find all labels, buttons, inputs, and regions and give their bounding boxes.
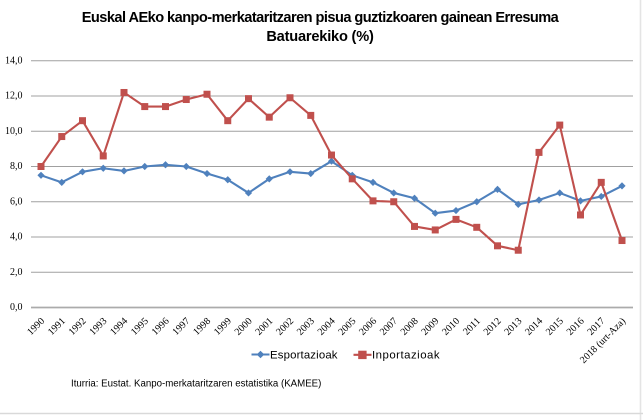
svg-text:Esportazioak: Esportazioak <box>270 349 338 361</box>
svg-text:1991: 1991 <box>46 316 68 338</box>
svg-text:1996: 1996 <box>150 316 172 338</box>
svg-text:2001: 2001 <box>253 316 275 338</box>
svg-text:14,0: 14,0 <box>5 55 23 66</box>
svg-text:10,0: 10,0 <box>5 126 23 137</box>
svg-text:2000: 2000 <box>233 316 255 338</box>
svg-text:2014: 2014 <box>523 316 545 338</box>
svg-text:12,0: 12,0 <box>5 91 23 102</box>
svg-text:2002: 2002 <box>274 316 296 338</box>
svg-text:4,0: 4,0 <box>10 232 23 243</box>
svg-text:1994: 1994 <box>108 316 130 338</box>
svg-text:1997: 1997 <box>170 316 192 338</box>
svg-text:2010: 2010 <box>440 316 462 338</box>
svg-text:2004: 2004 <box>316 316 338 338</box>
svg-text:2012: 2012 <box>482 316 504 338</box>
svg-text:2007: 2007 <box>378 316 400 338</box>
svg-text:2011: 2011 <box>461 316 483 338</box>
svg-text:1998: 1998 <box>191 316 213 338</box>
svg-text:Inportazioak: Inportazioak <box>372 349 440 361</box>
svg-text:2,0: 2,0 <box>10 267 23 278</box>
svg-text:2013: 2013 <box>502 316 524 338</box>
svg-text:8,0: 8,0 <box>10 161 23 172</box>
svg-text:1993: 1993 <box>87 316 109 338</box>
svg-text:2009: 2009 <box>419 316 441 338</box>
svg-text:2015: 2015 <box>544 316 566 338</box>
svg-text:2005: 2005 <box>336 316 358 338</box>
svg-text:1992: 1992 <box>67 316 89 338</box>
svg-text:2008: 2008 <box>399 316 421 338</box>
svg-text:1999: 1999 <box>212 316 234 338</box>
svg-text:0,0: 0,0 <box>10 302 23 313</box>
svg-text:2003: 2003 <box>295 316 317 338</box>
svg-text:1990: 1990 <box>25 316 47 338</box>
svg-text:6,0: 6,0 <box>10 196 23 207</box>
svg-text:Iturria: Eustat. Kanpo-merkata: Iturria: Eustat. Kanpo-merkataritzaren e… <box>71 379 321 390</box>
svg-text:2006: 2006 <box>357 316 379 338</box>
svg-text:1995: 1995 <box>129 316 151 338</box>
svg-text:2016: 2016 <box>565 316 587 338</box>
